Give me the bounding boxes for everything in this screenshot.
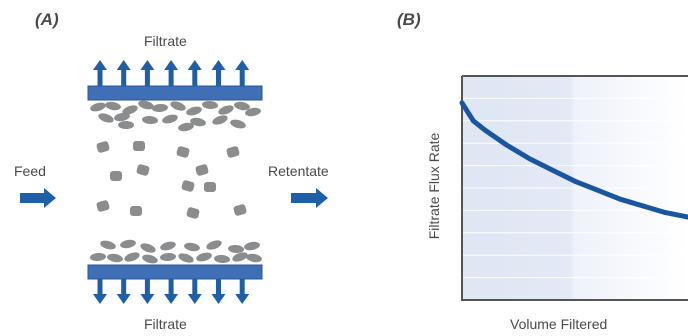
cake-particle — [120, 239, 136, 249]
filtrate-arrows-down — [93, 279, 250, 304]
filtrate-arrow-up — [116, 60, 131, 86]
filtrate-arrow-down — [93, 279, 107, 304]
filtrate-arrow-down — [187, 279, 202, 304]
feed-arrow-shape — [20, 188, 56, 208]
filtrate-arrow-down — [211, 279, 226, 304]
cake-particle — [190, 117, 206, 127]
cake-particle — [122, 105, 138, 115]
cake-particle — [228, 244, 244, 254]
cake-particle — [107, 253, 123, 263]
membrane-bottom-bar — [87, 264, 263, 280]
suspended-particles — [96, 141, 247, 219]
suspended-particle — [176, 146, 190, 158]
cake-particle — [138, 100, 154, 110]
panel-b-label: (B) — [397, 10, 421, 29]
cake-particle — [90, 102, 106, 112]
retentate-label: Retentate — [268, 163, 329, 179]
filtrate-arrow-down — [140, 279, 155, 304]
filtrate-arrow-up — [140, 60, 155, 86]
cake-particle — [162, 114, 178, 124]
cake-particle — [178, 122, 194, 132]
cake-particle — [196, 252, 212, 262]
retentate-arrow-shape — [291, 188, 328, 208]
filtrate-bottom-label: Filtrate — [144, 316, 187, 332]
cake-particle — [114, 112, 130, 122]
cake-particle — [186, 106, 202, 116]
cake-particles-bottom — [90, 239, 262, 264]
suspended-particle — [96, 141, 110, 153]
filtrate-arrow-up — [235, 60, 250, 86]
suspended-particle — [226, 146, 240, 158]
filtrate-arrow-down — [164, 279, 179, 304]
suspended-particle — [110, 171, 122, 181]
panel-a-label: (A) — [35, 10, 59, 29]
cake-particle — [105, 101, 121, 111]
filtrate-top-label: Filtrate — [144, 33, 187, 49]
suspended-particle — [181, 180, 195, 192]
flux-decline-curve — [459, 100, 688, 220]
cake-particle — [206, 240, 222, 250]
feed-arrow — [20, 188, 56, 208]
cake-particle — [232, 252, 248, 262]
suspended-particle — [186, 207, 200, 219]
membrane-top-bar — [87, 85, 263, 101]
cake-particle — [245, 107, 261, 117]
cake-particle — [98, 113, 114, 123]
suspended-particle — [130, 206, 142, 216]
cake-particle — [178, 253, 194, 263]
membrane-bottom — [87, 264, 263, 280]
feed-label: Feed — [14, 163, 46, 179]
cake-particle — [124, 252, 140, 262]
cake-particle — [234, 101, 250, 111]
cake-particle — [214, 254, 230, 264]
cake-particle — [202, 100, 218, 110]
cake-particle — [142, 115, 158, 125]
cake-particle — [244, 241, 260, 251]
cake-particle — [160, 252, 176, 262]
cake-particle — [218, 105, 234, 115]
suspended-particle — [233, 204, 247, 216]
suspended-particle — [136, 164, 150, 176]
suspended-particle — [195, 164, 209, 176]
cake-particle — [170, 101, 186, 111]
cake-particle — [142, 254, 158, 264]
cake-particle — [90, 252, 106, 262]
retentate-arrow — [291, 188, 328, 208]
cake-particle — [118, 121, 134, 129]
filtrate-arrow-up — [93, 60, 107, 86]
suspended-particle — [96, 200, 110, 212]
x-axis-label: Volume Filtered — [510, 316, 608, 332]
cake-particle — [100, 240, 116, 250]
cake-particle — [152, 103, 168, 113]
filtrate-arrow-up — [164, 60, 179, 86]
cake-particle — [246, 253, 262, 263]
filtrate-arrow-down — [116, 279, 131, 304]
membrane-top — [87, 85, 263, 101]
cake-particle — [160, 241, 176, 251]
filtrate-arrow-up — [187, 60, 202, 86]
cake-particles-top — [90, 100, 261, 132]
filtrate-arrow-down — [235, 279, 250, 304]
cake-particle — [140, 243, 156, 253]
cake-particle — [212, 115, 228, 125]
filtrate-arrows-up — [93, 60, 250, 86]
cake-particle — [184, 242, 200, 252]
suspended-particle — [133, 141, 145, 151]
cake-particle — [230, 119, 246, 129]
suspended-particle — [204, 182, 216, 192]
filtrate-arrow-up — [211, 60, 226, 86]
